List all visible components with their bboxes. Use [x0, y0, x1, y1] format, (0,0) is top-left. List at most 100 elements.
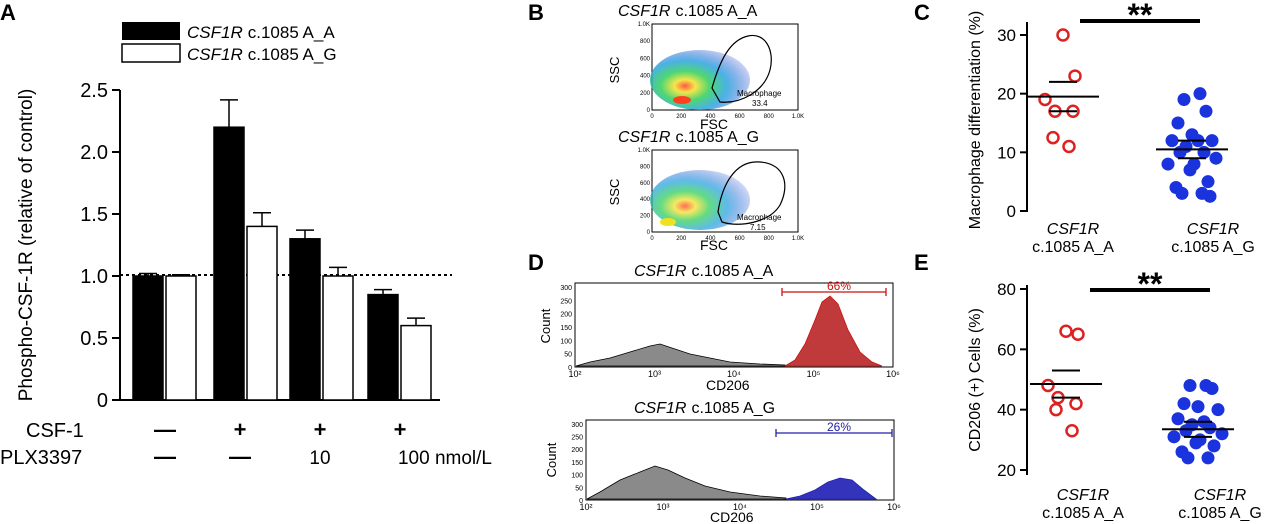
e-xlabel-aa-gene: CSF1R: [1057, 487, 1110, 504]
b-gate-value-bottom: 7.15: [750, 223, 766, 232]
c-x-labels: CSF1R c.1085 A_A CSF1R c.1085 A_G: [1032, 221, 1255, 256]
d-x-tick-label: 10⁵: [810, 502, 824, 512]
b-xlabel-top: FSC: [700, 116, 728, 132]
d-y-tick-label: 150: [560, 325, 572, 332]
y-tick-label: 10: [997, 143, 1016, 162]
e-points: [1030, 324, 1234, 465]
data-point: [1173, 145, 1187, 159]
b-y-tick-label: 800: [640, 39, 651, 45]
a-row2-value: —: [229, 444, 251, 469]
a-row1-value: +: [234, 417, 247, 442]
d-hist-red-top: [783, 295, 883, 367]
b-x-tick-label: 200: [676, 236, 687, 242]
data-point: [1183, 379, 1197, 393]
data-point: [1193, 87, 1207, 101]
y-tick-label: 40: [997, 401, 1016, 420]
y-tick-label: 30: [997, 26, 1016, 45]
d-x-tick-label: 10⁶: [887, 502, 901, 512]
a-bar: [400, 324, 432, 401]
d-x-tick-label: 10⁴: [727, 369, 741, 379]
c-significance-stars: **: [1128, 0, 1153, 33]
y-tick-label: 20: [997, 85, 1016, 104]
d-xlabel-bottom: CD206: [710, 509, 754, 524]
data-point: [1175, 186, 1189, 200]
data-point: [1041, 378, 1055, 393]
data-point: [1203, 189, 1217, 203]
d-y-tick-label: 0: [568, 365, 572, 372]
data-point: [1049, 402, 1063, 417]
d-x-tick-label: 10⁶: [886, 369, 900, 379]
d-hist-blue-bottom: [785, 477, 878, 500]
d-y-tick-label: 150: [571, 460, 583, 467]
b-y-tick-label: 400: [640, 197, 651, 203]
d-y-tick-label: 200: [571, 447, 583, 454]
y-tick-label: 80: [997, 280, 1016, 299]
d-y-tick-label: 250: [560, 298, 572, 305]
y-tick-label: 0: [1007, 202, 1016, 221]
a-y-ticks: 0 0.5 1.0 1.5 2.0 2.5: [80, 80, 120, 412]
a-y-tick-label: 2.0: [80, 142, 108, 164]
d-y-tick-label: 250: [571, 435, 583, 442]
legend-label-aa: CSF1R c.1085 A_A: [187, 23, 335, 42]
a-row1-label: CSF-1: [26, 420, 84, 442]
data-point: [1065, 424, 1079, 438]
b-y-tick-label: 600: [640, 181, 651, 187]
b-y-tick-label: 0: [647, 230, 651, 236]
b-x-tick-label: 1.0K: [792, 236, 804, 242]
b-gate-top: [711, 34, 772, 103]
a-y-tick-label: 1.5: [80, 204, 108, 226]
b-x-tick-label: 600: [735, 236, 746, 242]
panel-label-a: A: [0, 0, 16, 25]
legend-swatch-ag: [121, 43, 181, 63]
d-y-tick-label: 300: [571, 422, 583, 429]
b-gate-label-top: Macrophage: [737, 89, 782, 98]
data-point: [1201, 175, 1215, 189]
c-xlabel-aa-gene: CSF1R: [1047, 221, 1100, 238]
b-x-tick-label: 800: [764, 114, 775, 120]
y-tick-label: 60: [997, 340, 1016, 359]
d-x-tick-label: 10³: [656, 502, 669, 512]
b-x-tick-label: 800: [764, 236, 775, 242]
b-x-tick-label: 0: [650, 236, 654, 242]
d-hist-gray-bottom: [586, 465, 787, 500]
data-point: [1165, 134, 1179, 148]
b-x-tick-label: 1.0K: [792, 114, 804, 120]
c-y-axis-label: Macrophage differentiation (%): [967, 11, 984, 230]
data-point: [1171, 412, 1185, 426]
c-xlabel-ag-gene: CSF1R: [1187, 221, 1240, 238]
b-gate-bottom: [717, 161, 786, 225]
d-histogram-bottom: 26%: [585, 419, 895, 501]
a-bar: [246, 225, 278, 401]
a-bar: [165, 275, 197, 401]
a-y-tick-label: 2.5: [80, 80, 108, 102]
b-gate-label-bottom: Macrophage: [737, 213, 782, 222]
b-x-tick-label: 600: [735, 114, 746, 120]
data-point: [1189, 436, 1203, 450]
data-point: [1179, 424, 1193, 438]
data-point: [1183, 163, 1197, 177]
panel-label-e: E: [914, 250, 929, 275]
data-point: [1161, 157, 1175, 171]
d-gate-value-bottom: 26%: [827, 420, 851, 434]
a-row2-label: PLX3397: [0, 447, 82, 469]
data-point: [1071, 327, 1085, 341]
legend-label-ag: CSF1R c.1085 A_G: [187, 45, 337, 64]
e-xlabel-ag-gene: CSF1R: [1194, 487, 1247, 504]
data-point: [1215, 427, 1229, 441]
d-y-tick-label: 200: [560, 312, 572, 319]
data-point: [1199, 104, 1213, 118]
data-point: [1167, 430, 1181, 444]
a-bar: [322, 275, 354, 401]
d-gate-value-top: 66%: [827, 279, 851, 293]
c-y-ticks: 0 10 20 30: [997, 26, 1027, 221]
data-point: [1056, 28, 1070, 42]
d-title-bottom: CSF1R c.1085 A_G: [634, 400, 775, 417]
d-y-tick-label: 50: [575, 485, 583, 492]
b-flow-plot-bottom: Macrophage 7.15: [650, 149, 799, 233]
data-point: [1171, 116, 1185, 130]
b-x-tick-label: 200: [676, 114, 687, 120]
d-y-tick-label: 50: [564, 352, 572, 359]
d-y-tick-label: 300: [560, 285, 572, 292]
a-row1-value: —: [154, 417, 176, 442]
a-bars: [132, 99, 432, 401]
